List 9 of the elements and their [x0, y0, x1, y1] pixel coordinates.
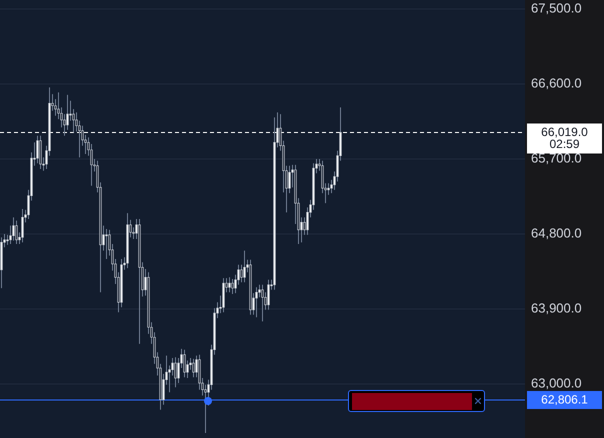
y-tick-label: 63,900.0	[531, 300, 582, 316]
ref-line-label: 66,019.0	[541, 124, 588, 139]
y-tick-label: 67,500.0	[531, 0, 582, 16]
y-tick-label: 64,800.0	[531, 226, 582, 241]
y-tick-label: 63,000.0	[531, 375, 582, 390]
y-tick-label: 65,700.0	[531, 150, 582, 166]
text: 02:59	[549, 136, 580, 151]
y-tick-label: 66,600.0	[531, 76, 582, 91]
ref-line-label: 62,806.1	[541, 392, 588, 406]
